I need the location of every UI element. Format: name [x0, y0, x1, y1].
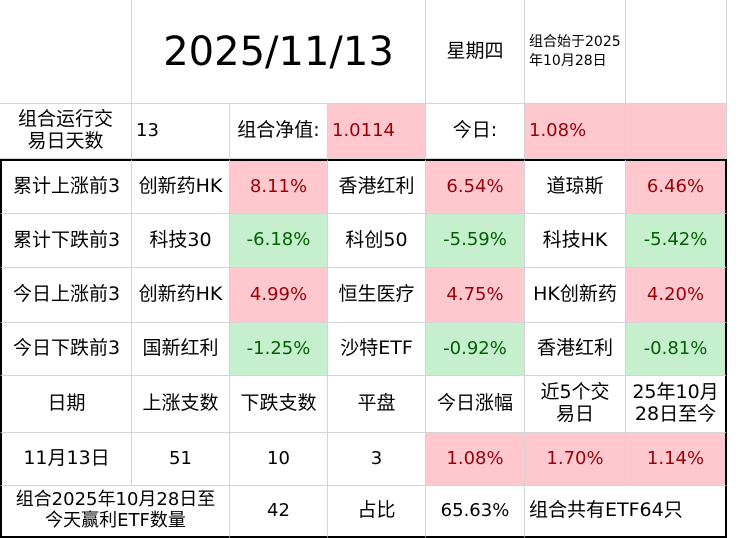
ranking-name: 香港红利: [328, 159, 426, 214]
nav-value: 1.0114: [328, 104, 426, 159]
header-empty-cell: [0, 0, 132, 104]
ranking-name: 创新药HK: [132, 268, 230, 323]
ranking-label: 累计上涨前3: [0, 159, 132, 214]
ranking-value: 4.99%: [230, 268, 328, 323]
ranking-value: -6.18%: [230, 214, 328, 268]
ranking-name: 恒生医疗: [328, 268, 426, 323]
stats-header: 今日涨幅: [426, 376, 525, 433]
ratio-label: 占比: [328, 486, 426, 538]
ratio-value: 65.63%: [426, 486, 525, 538]
ranking-value: -1.25%: [230, 323, 328, 376]
profit-etf-label: 组合2025年10月28日至今天赢利ETF数量: [0, 486, 230, 538]
ranking-value: 4.20%: [626, 268, 727, 323]
ranking-value: 6.54%: [426, 159, 525, 214]
stats-header: 平盘: [328, 376, 426, 433]
days-value: 13: [132, 104, 230, 159]
stats-header: 日期: [0, 376, 132, 433]
stats-header: 下跌支数: [230, 376, 328, 433]
header-empty-cell: [626, 0, 727, 104]
stats-5day-change: 1.70%: [525, 433, 626, 486]
ranking-label: 累计下跌前3: [0, 214, 132, 268]
stats-since-start-change: 1.14%: [626, 433, 727, 486]
stats-up-count: 51: [132, 433, 230, 486]
ranking-value: 4.75%: [426, 268, 525, 323]
ranking-name: 科创50: [328, 214, 426, 268]
ranking-value: -5.42%: [626, 214, 727, 268]
ranking-name: 科技HK: [525, 214, 626, 268]
ranking-value: 8.11%: [230, 159, 328, 214]
ranking-value: -0.81%: [626, 323, 727, 376]
ranking-name: 科技30: [132, 214, 230, 268]
ranking-value: -5.59%: [426, 214, 525, 268]
stats-today-change: 1.08%: [426, 433, 525, 486]
total-etf-note: 组合共有ETF64只: [525, 486, 727, 538]
report-date: 2025/11/13: [132, 0, 426, 104]
weekday: 星期四: [426, 0, 525, 104]
stats-down-count: 10: [230, 433, 328, 486]
today-label: 今日:: [426, 104, 525, 159]
ranking-name: 道琼斯: [525, 159, 626, 214]
profit-etf-count: 42: [230, 486, 328, 538]
today-value: 1.08%: [525, 104, 626, 159]
nav-label: 组合净值:: [230, 104, 328, 159]
stats-header: 上涨支数: [132, 376, 230, 433]
ranking-value: -0.92%: [426, 323, 525, 376]
ranking-name: HK创新药: [525, 268, 626, 323]
ranking-label: 今日上涨前3: [0, 268, 132, 323]
ranking-value: 6.46%: [626, 159, 727, 214]
ranking-label: 今日下跌前3: [0, 323, 132, 376]
ranking-name: 创新药HK: [132, 159, 230, 214]
days-label: 组合运行交易日天数: [0, 104, 132, 159]
ranking-name: 香港红利: [525, 323, 626, 376]
start-note: 组合始于2025年10月28日: [525, 0, 626, 104]
stats-header: 25年10月28日至今: [626, 376, 727, 433]
summary-filled-cell: [626, 104, 727, 159]
stats-header: 近5个交易日: [525, 376, 626, 433]
ranking-name: 沙特ETF: [328, 323, 426, 376]
stats-flat-count: 3: [328, 433, 426, 486]
stats-date: 11月13日: [0, 433, 132, 486]
ranking-name: 国新红利: [132, 323, 230, 376]
